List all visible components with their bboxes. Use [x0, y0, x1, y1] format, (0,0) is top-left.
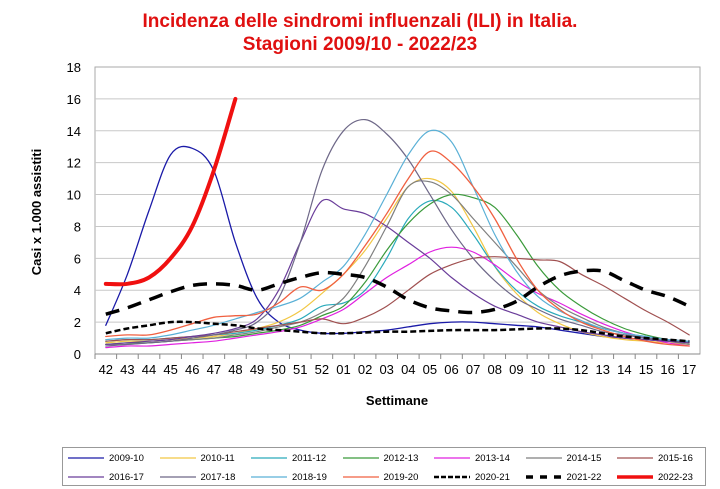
y-tick-label: 12	[67, 156, 81, 171]
x-tick-label: 13	[596, 362, 610, 377]
series-line-2015-16	[105, 256, 690, 342]
legend-label: 2019-20	[383, 472, 419, 483]
legend-swatch	[342, 457, 379, 460]
x-tick-label: 49	[250, 362, 264, 377]
legend: 2009-10 2010-11 2011-12 2012-13 2013-14 2014-…	[62, 447, 706, 486]
legend-swatch	[342, 476, 379, 479]
legend-item: 2018-19	[250, 471, 327, 485]
x-tick-label: 17	[682, 362, 696, 377]
legend-item: 2020-21	[433, 471, 510, 485]
x-tick-label: 03	[379, 362, 393, 377]
x-tick-label: 42	[99, 362, 113, 377]
x-tick-label: 45	[163, 362, 177, 377]
x-tick-label: 51	[293, 362, 307, 377]
legend-swatch	[434, 476, 470, 479]
legend-label: 2012-13	[383, 453, 419, 464]
y-tick-label: 4	[74, 283, 81, 298]
x-tick-label: 14	[617, 362, 631, 377]
legend-label: 2020-21	[475, 472, 510, 483]
legend-swatch	[251, 476, 287, 479]
legend-swatch	[525, 475, 562, 480]
legend-label: 2016-17	[109, 472, 144, 483]
series-line-2022-23	[103, 96, 238, 287]
legend-item: 2016-17	[67, 471, 144, 485]
y-tick-label: 6	[74, 251, 81, 266]
legend-label: 2022-23	[658, 472, 693, 483]
series-line-2017-18	[105, 118, 690, 347]
x-tick-label: 47	[207, 362, 221, 377]
legend-label: 2018-19	[292, 472, 327, 483]
legend-item: 2017-18	[159, 471, 236, 485]
y-tick-label: 2	[74, 315, 81, 330]
x-tick-label: 09	[509, 362, 523, 377]
x-tick-label: 02	[358, 362, 372, 377]
legend-item: 2019-20	[342, 471, 419, 485]
series-line-2013-14	[105, 246, 690, 349]
y-tick-label: 8	[74, 219, 81, 234]
legend-item: 2010-11	[159, 452, 235, 466]
series-line-2016-17	[105, 198, 690, 346]
series-line-2009-10	[105, 145, 690, 342]
legend-swatch	[159, 457, 196, 460]
legend-label: 2014-15	[566, 453, 602, 464]
x-tick-label: 52	[315, 362, 329, 377]
x-tick-label: 16	[660, 362, 674, 377]
legend-label: 2017-18	[200, 472, 236, 483]
x-tick-label: 11	[553, 362, 567, 377]
series-line-2020-21	[105, 320, 690, 343]
x-tick-label: 48	[228, 362, 242, 377]
legend-label: 2021-22	[566, 472, 602, 483]
x-tick-label: 12	[574, 362, 588, 377]
series-line-2018-19	[105, 129, 690, 342]
y-tick-label: 14	[67, 124, 81, 139]
legend-swatch	[525, 457, 562, 460]
x-tick-label: 01	[336, 362, 350, 377]
legend-label: 2015-16	[658, 453, 693, 464]
y-tick-label: 18	[67, 60, 81, 75]
x-tick-label: 08	[487, 362, 501, 377]
legend-swatch	[159, 476, 196, 479]
chart-title: Incidenza delle sindromi influenzali (IL…	[142, 11, 578, 32]
legend-item: 2012-13	[342, 452, 419, 466]
legend-item: 2022-23	[616, 471, 693, 485]
x-tick-label: 04	[401, 362, 415, 377]
y-tick-label: 10	[67, 188, 81, 203]
series-line-2021-22	[105, 268, 690, 316]
x-tick-label: 07	[466, 362, 480, 377]
legend-swatch	[617, 475, 653, 480]
legend-item: 2009-10	[67, 452, 144, 466]
legend-swatch	[251, 457, 287, 460]
legend-item: 2015-16	[616, 452, 693, 466]
x-tick-label: 43	[120, 362, 134, 377]
x-tick-label: 46	[185, 362, 199, 377]
legend-item: 2013-14	[433, 452, 510, 466]
plot-area	[94, 66, 701, 355]
series-line-2014-15	[105, 180, 690, 346]
legend-item: 2011-12	[250, 452, 326, 466]
x-tick-label: 05	[423, 362, 437, 377]
legend-label: 2009-10	[109, 453, 144, 464]
legend-label: 2011-12	[292, 453, 327, 464]
y-tick-label: 16	[67, 92, 81, 107]
x-tick-label: 06	[444, 362, 458, 377]
x-tick-label: 10	[531, 362, 545, 377]
x-tick-label: 50	[271, 362, 285, 377]
legend-swatch	[68, 476, 104, 479]
y-tick-label: 0	[74, 347, 81, 362]
x-tick-label: 15	[639, 362, 653, 377]
legend-item: 2021-22	[525, 471, 602, 485]
chart-subtitle: Stagioni 2009/10 - 2022/23	[242, 34, 478, 55]
legend-swatch	[434, 457, 470, 460]
legend-label: 2013-14	[475, 453, 510, 464]
legend-swatch	[617, 457, 653, 460]
y-axis-title: Casi x 1.000 assistiti	[29, 149, 44, 275]
legend-item: 2014-15	[525, 452, 602, 466]
x-axis-title: Settimane	[366, 393, 428, 408]
series-line-2019-20	[105, 150, 690, 347]
legend-label: 2010-11	[200, 453, 235, 464]
legend-swatch	[68, 457, 104, 460]
x-tick-label: 44	[142, 362, 156, 377]
series-line-2010-11	[105, 177, 690, 345]
